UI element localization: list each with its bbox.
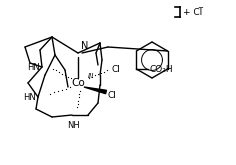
Text: Co: Co xyxy=(71,78,85,88)
Text: Cl: Cl xyxy=(108,90,117,99)
Text: CO₂H: CO₂H xyxy=(149,65,173,73)
Text: III: III xyxy=(88,73,94,79)
Text: + Cl: + Cl xyxy=(183,8,202,17)
Text: NH: NH xyxy=(68,121,80,130)
Polygon shape xyxy=(84,87,106,94)
Text: Cl: Cl xyxy=(112,65,121,73)
Text: HN: HN xyxy=(27,63,40,71)
Text: N: N xyxy=(81,41,88,51)
Text: HN: HN xyxy=(23,93,36,101)
Text: −: − xyxy=(197,5,203,11)
